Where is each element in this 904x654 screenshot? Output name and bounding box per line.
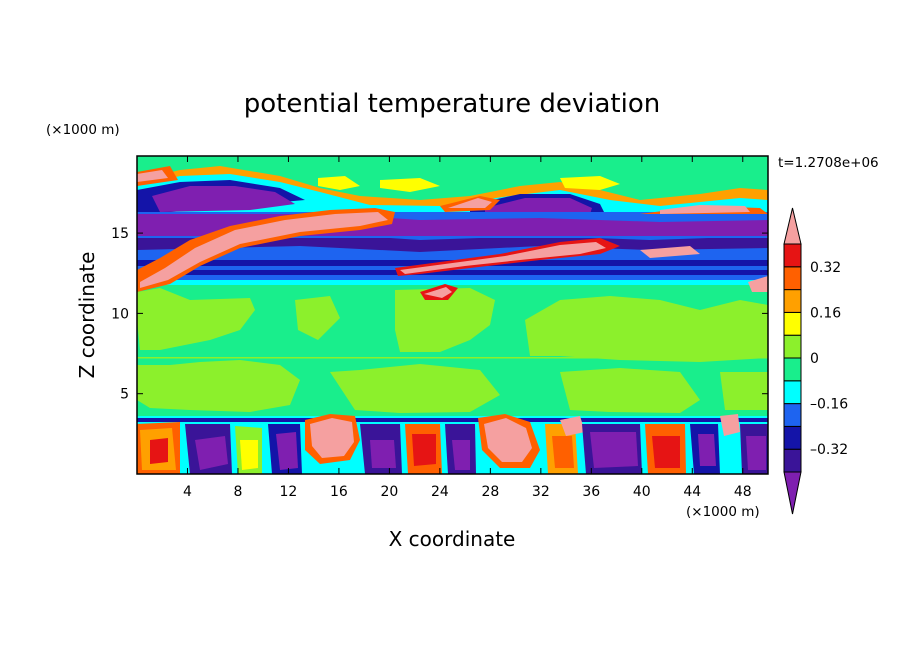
colorbar-swatch — [783, 243, 802, 268]
colorbar-label: 0.16 — [810, 305, 841, 321]
mid-band-line — [137, 357, 768, 359]
mid-layer-patches — [137, 288, 768, 413]
x-units-label: (×1000 m) — [686, 504, 760, 520]
colorbar-top-arrow — [783, 207, 802, 245]
contour-field — [137, 156, 768, 474]
colorbar-label: –0.32 — [810, 442, 848, 458]
y-tick-label: 15 — [111, 226, 129, 242]
x-ticks: 4 8 12 16 20 24 28 32 36 40 44 48 — [183, 156, 752, 500]
colorbar-label: 0 — [810, 351, 819, 367]
x-tick-label: 24 — [431, 484, 449, 500]
x-tick-label: 32 — [532, 484, 550, 500]
y-ticks: 5 10 15 — [111, 226, 768, 403]
plot-frame — [136, 155, 769, 475]
colorbar-swatch — [783, 334, 802, 359]
chart-title: potential temperature deviation — [244, 89, 660, 119]
colorbar-swatch — [783, 403, 802, 427]
x-tick-label: 48 — [734, 484, 752, 500]
colorbar-swatch — [783, 425, 802, 450]
upper-layer — [137, 166, 768, 238]
x-tick-label: 40 — [633, 484, 651, 500]
x-tick-label: 8 — [233, 484, 242, 500]
colorbar-label: 0.32 — [810, 260, 841, 276]
colorbar: 0.32 0.16 0 –0.16 –0.32 — [783, 207, 848, 515]
x-tick-label: 16 — [330, 484, 348, 500]
colorbar-swatch — [783, 311, 802, 336]
colorbar-swatch — [783, 357, 802, 382]
colorbar-label: –0.16 — [810, 397, 848, 413]
lower-layer — [137, 414, 768, 474]
y-tick-label: 5 — [120, 387, 129, 403]
x-tick-label: 36 — [582, 484, 600, 500]
x-tick-label: 28 — [481, 484, 499, 500]
x-axis-label: X coordinate — [389, 527, 516, 551]
x-tick-label: 12 — [280, 484, 298, 500]
y-axis-label: Z coordinate — [75, 252, 99, 379]
colorbar-swatch — [783, 448, 802, 473]
colorbar-swatch — [783, 266, 802, 291]
colorbar-swatch — [783, 289, 802, 313]
x-tick-label: 20 — [380, 484, 398, 500]
y-units-label: (×1000 m) — [46, 122, 120, 138]
y-tick-label: 10 — [111, 306, 129, 322]
time-label: t=1.2708e+06 — [778, 155, 879, 171]
colorbar-bottom-arrow — [783, 471, 802, 515]
colorbar-swatch — [783, 380, 802, 405]
x-tick-label: 4 — [183, 484, 192, 500]
x-tick-label: 44 — [683, 484, 701, 500]
pink-plume — [137, 208, 768, 300]
